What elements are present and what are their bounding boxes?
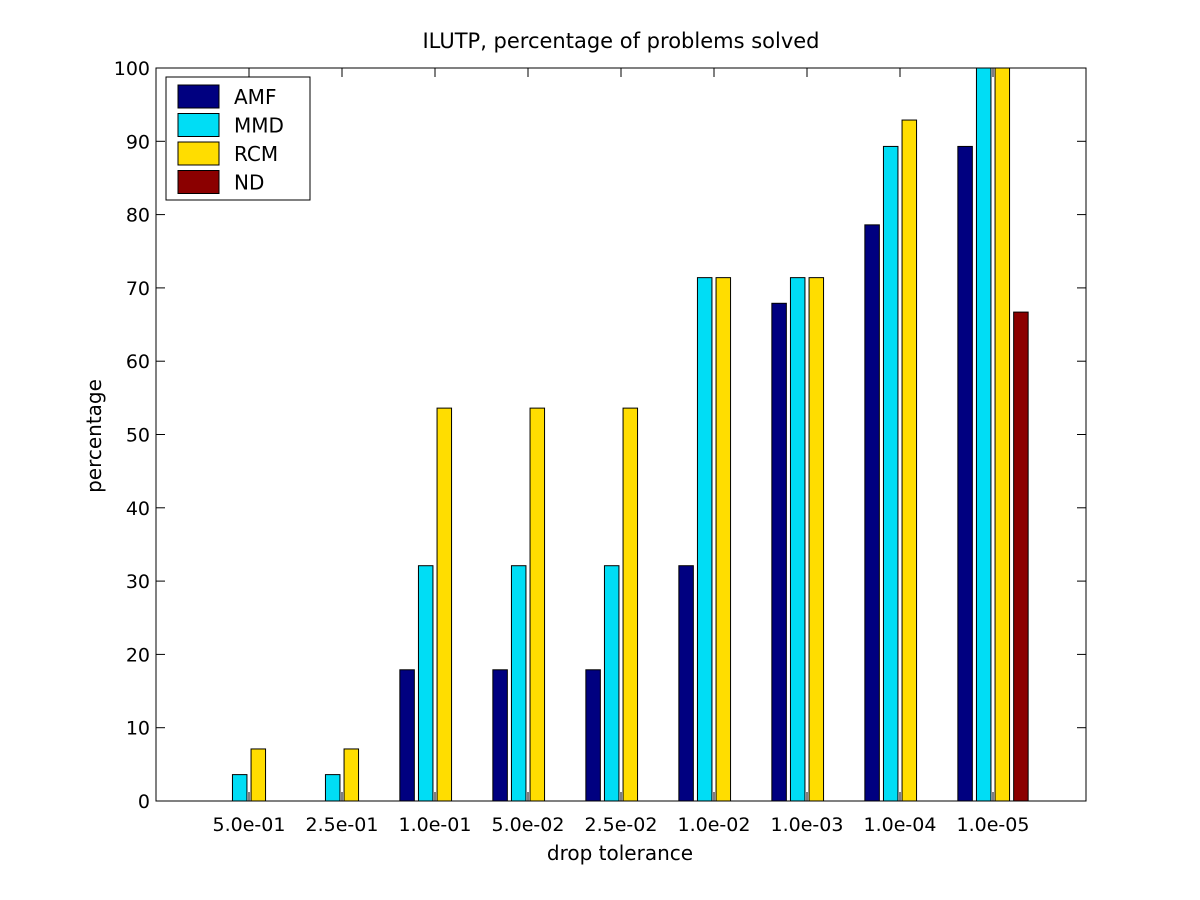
- x-tick-label: 5.0e-02: [492, 814, 565, 836]
- bar-mmd-1.0e-04: [882, 145, 899, 802]
- bar-mmd-5.0e-01: [231, 774, 248, 802]
- bar-amf-1.0e-01: [399, 669, 415, 802]
- legend-swatch-mmd: [177, 113, 220, 137]
- y-tick-label: 50: [126, 425, 150, 447]
- x-tick-label: 1.0e-02: [678, 814, 751, 836]
- legend-swatch-amf: [177, 84, 220, 109]
- bar-mmd-1.0e-02: [696, 277, 713, 802]
- y-tick-label: 70: [126, 278, 150, 300]
- bar-rcm-5.0e-01: [250, 748, 267, 802]
- bar-rcm-5.0e-02: [529, 407, 546, 802]
- bar-rcm-1.0e-01: [436, 407, 453, 802]
- legend-label-rcm: RCM: [234, 142, 278, 166]
- bar-rcm-1.0e-05: [994, 67, 1011, 802]
- x-axis-label: drop tolerance: [547, 841, 693, 865]
- x-tick-label: 1.0e-04: [864, 814, 937, 836]
- y-tick-label: 80: [126, 205, 150, 227]
- legend: AMF MMD RCM ND: [165, 76, 311, 201]
- bar-rcm-1.0e-02: [715, 277, 732, 802]
- legend-label-amf: AMF: [234, 85, 276, 109]
- y-tick-label: 40: [126, 498, 150, 520]
- y-tick-label: 100: [114, 58, 150, 80]
- bar-mmd-1.0e-03: [789, 277, 806, 802]
- bar-amf-1.0e-03: [771, 302, 787, 802]
- bar-mmd-1.0e-01: [417, 565, 434, 802]
- y-tick-label: 90: [126, 131, 150, 153]
- x-tick-label: 1.0e-03: [771, 814, 844, 836]
- bar-rcm-1.0e-04: [901, 119, 918, 802]
- x-tick-label: 1.0e-01: [399, 814, 472, 836]
- ticks-layer: 0 10 20 30 40 50 60 70 80 90 100 5.0e-01 2.5e-01 1.0e…: [114, 58, 1086, 836]
- bar-nd-1.0e-05: [1013, 311, 1029, 802]
- y-tick-label: 20: [126, 644, 150, 666]
- y-tick-label: 0: [138, 791, 150, 813]
- bar-amf-2.5e-02: [585, 669, 601, 802]
- chart-title: ILUTP, percentage of problems solved: [422, 29, 819, 53]
- bar-mmd-2.5e-02: [603, 565, 620, 802]
- bar-amf-1.0e-05: [957, 145, 973, 802]
- bar-amf-5.0e-02: [492, 669, 508, 802]
- legend-swatch-nd: [177, 170, 220, 194]
- x-tick-label: 2.5e-01: [306, 814, 379, 836]
- bar-rcm-1.0e-03: [808, 277, 825, 802]
- bar-rcm-2.5e-02: [622, 407, 639, 802]
- legend-label-nd: ND: [234, 171, 264, 195]
- bar-amf-1.0e-04: [864, 224, 880, 802]
- bar-mmd-2.5e-01: [324, 774, 341, 802]
- y-tick-label: 60: [126, 351, 150, 373]
- y-tick-label: 30: [126, 571, 150, 593]
- bar-amf-1.0e-02: [678, 565, 694, 802]
- legend-swatch-rcm: [177, 141, 220, 166]
- bar-mmd-1.0e-05: [975, 67, 992, 802]
- x-tick-label: 5.0e-01: [213, 814, 286, 836]
- x-tick-label: 2.5e-02: [585, 814, 658, 836]
- legend-label-mmd: MMD: [234, 114, 284, 138]
- y-tick-label: 10: [126, 718, 150, 740]
- bar-rcm-2.5e-01: [343, 748, 360, 802]
- y-axis-label: percentage: [82, 379, 106, 493]
- bar-mmd-5.0e-02: [510, 565, 527, 802]
- x-tick-label: 1.0e-05: [957, 814, 1030, 836]
